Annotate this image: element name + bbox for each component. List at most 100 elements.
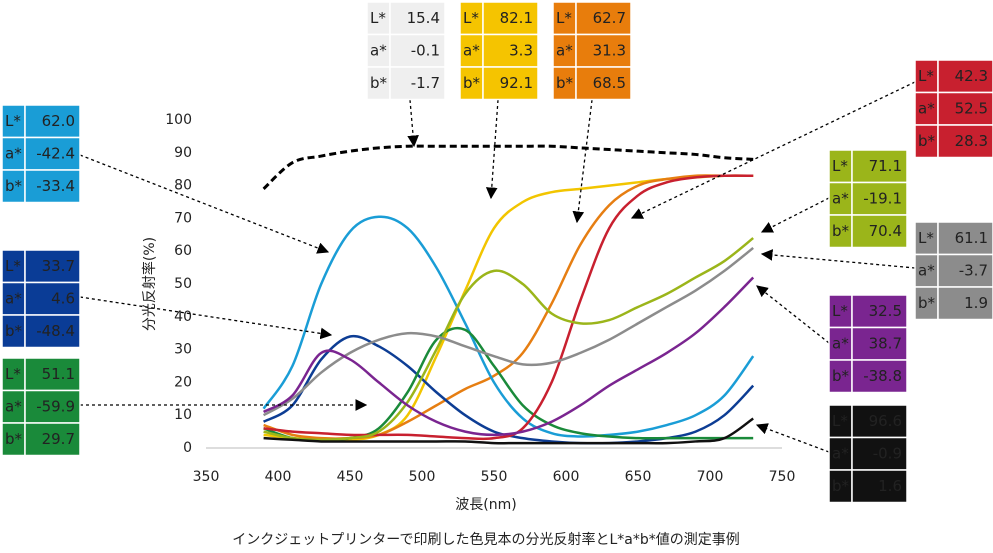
lab-name: L* bbox=[832, 157, 848, 175]
lab-value: 1.9 bbox=[964, 294, 988, 312]
lab-cell bbox=[851, 359, 908, 394]
x-tick-label: 500 bbox=[409, 469, 436, 485]
lab-box: L* 42.3 a* 52.5 b* 28.3 bbox=[914, 59, 993, 159]
annotation-arrow bbox=[760, 197, 830, 233]
y-tick-label: 80 bbox=[174, 178, 192, 194]
lab-value: 71.1 bbox=[869, 157, 902, 175]
lab-value: 82.1 bbox=[500, 9, 533, 27]
lab-box: L* 62.7 a* 31.3 b* 68.5 bbox=[552, 1, 632, 101]
lab-value: 3.3 bbox=[509, 41, 533, 59]
y-tick-label: 30 bbox=[174, 342, 192, 358]
lab-name: L* bbox=[832, 412, 848, 430]
lab-name: b* bbox=[918, 132, 936, 150]
lab-cell bbox=[937, 59, 993, 94]
lab-name: b* bbox=[832, 477, 850, 495]
y-tick-label: 10 bbox=[174, 407, 192, 423]
lab-cell bbox=[851, 436, 908, 471]
annotation-arrow bbox=[79, 154, 330, 254]
spectral-line bbox=[263, 174, 754, 440]
lab-value: 62.0 bbox=[42, 112, 75, 130]
y-tick-label: 70 bbox=[174, 210, 192, 226]
spectral-line bbox=[262, 144, 754, 190]
lab-cell bbox=[851, 404, 908, 439]
lab-box: L* 33.7 a* 4.6 b* -48.4 bbox=[1, 249, 81, 349]
lab-name: L* bbox=[832, 302, 848, 320]
annotation-arrow bbox=[756, 285, 830, 344]
lab-name: a* bbox=[5, 144, 22, 162]
x-tick-label: 700 bbox=[697, 469, 724, 485]
lab-name: a* bbox=[463, 41, 480, 59]
spectral-line bbox=[263, 174, 754, 442]
lab-cell bbox=[24, 169, 81, 204]
lab-value: 52.5 bbox=[955, 99, 988, 117]
lab-name: b* bbox=[5, 322, 23, 340]
lab-cell bbox=[851, 469, 908, 504]
caption: インクジェットプリンターで印刷した色見本の分光反射率とL*a*b*値の測定事例 bbox=[232, 531, 739, 548]
lab-value: -0.1 bbox=[411, 41, 440, 59]
lab-cell bbox=[482, 1, 539, 36]
y-tick-label: 100 bbox=[165, 112, 192, 128]
lab-cell bbox=[389, 66, 446, 101]
lab-cell bbox=[937, 91, 993, 126]
lab-name: L* bbox=[370, 9, 386, 27]
lab-cell bbox=[851, 214, 908, 249]
lab-name: L* bbox=[5, 365, 21, 383]
lab-name: a* bbox=[832, 189, 849, 207]
lab-value: 31.3 bbox=[593, 41, 626, 59]
lab-cell bbox=[851, 294, 908, 329]
lab-value: 33.7 bbox=[42, 257, 75, 275]
lab-name: b* bbox=[5, 430, 23, 448]
lab-value: 4.6 bbox=[51, 289, 75, 307]
lab-value: 62.7 bbox=[593, 9, 626, 27]
y-tick-label: 90 bbox=[174, 145, 192, 161]
lab-cell bbox=[24, 389, 81, 424]
lab-value: 61.1 bbox=[955, 229, 988, 247]
lab-name: a* bbox=[5, 289, 22, 307]
lab-value: 28.3 bbox=[955, 132, 988, 150]
y-tick-label: 60 bbox=[174, 243, 192, 259]
lab-value: 92.1 bbox=[500, 74, 533, 92]
lab-name: a* bbox=[918, 261, 935, 279]
lab-name: b* bbox=[832, 367, 850, 385]
lab-value: 29.7 bbox=[42, 430, 75, 448]
lab-value: 70.4 bbox=[869, 222, 902, 240]
lab-value: 32.5 bbox=[869, 302, 902, 320]
y-tick-label: 20 bbox=[174, 374, 192, 390]
spectral-line bbox=[262, 215, 755, 438]
lab-cell bbox=[24, 281, 81, 316]
lab-cell bbox=[389, 33, 446, 68]
lab-name: a* bbox=[918, 99, 935, 117]
lab-value: -3.7 bbox=[959, 261, 988, 279]
lab-value: 51.1 bbox=[42, 365, 75, 383]
lab-name: b* bbox=[370, 74, 388, 92]
lab-name: b* bbox=[5, 177, 23, 195]
lab-box: L* 61.1 a* -3.7 b* 1.9 bbox=[914, 221, 993, 321]
x-tick-label: 750 bbox=[769, 469, 796, 485]
lab-cell bbox=[575, 33, 632, 68]
lab-name: a* bbox=[370, 41, 387, 59]
x-tick-label: 450 bbox=[337, 469, 364, 485]
lab-box: L* 82.1 a* 3.3 b* 92.1 bbox=[459, 1, 539, 101]
lab-value: 96.6 bbox=[869, 412, 902, 430]
lab-cell bbox=[851, 326, 908, 361]
lab-value: -42.4 bbox=[36, 144, 75, 162]
lab-value: -0.9 bbox=[873, 444, 902, 462]
x-tick-label: 350 bbox=[193, 469, 220, 485]
spectral-line bbox=[263, 417, 754, 445]
lab-cell bbox=[389, 1, 446, 36]
spectral-line bbox=[262, 276, 755, 437]
lab-value: -19.1 bbox=[863, 189, 902, 207]
lab-value: 38.7 bbox=[869, 334, 902, 352]
x-tick-label: 400 bbox=[265, 469, 292, 485]
annotation-arrow bbox=[755, 423, 830, 453]
lab-cell bbox=[24, 104, 81, 139]
lab-cell bbox=[482, 66, 539, 101]
lab-box: L* 15.4 a* -0.1 b* -1.7 bbox=[366, 1, 446, 101]
lab-name: L* bbox=[5, 112, 21, 130]
lab-name: a* bbox=[832, 334, 849, 352]
lab-cell bbox=[575, 66, 632, 101]
lab-value: -38.8 bbox=[863, 367, 902, 385]
lab-name: a* bbox=[556, 41, 573, 59]
lab-cell bbox=[482, 33, 539, 68]
y-axis-label: 分光反射率(%) bbox=[141, 237, 158, 331]
